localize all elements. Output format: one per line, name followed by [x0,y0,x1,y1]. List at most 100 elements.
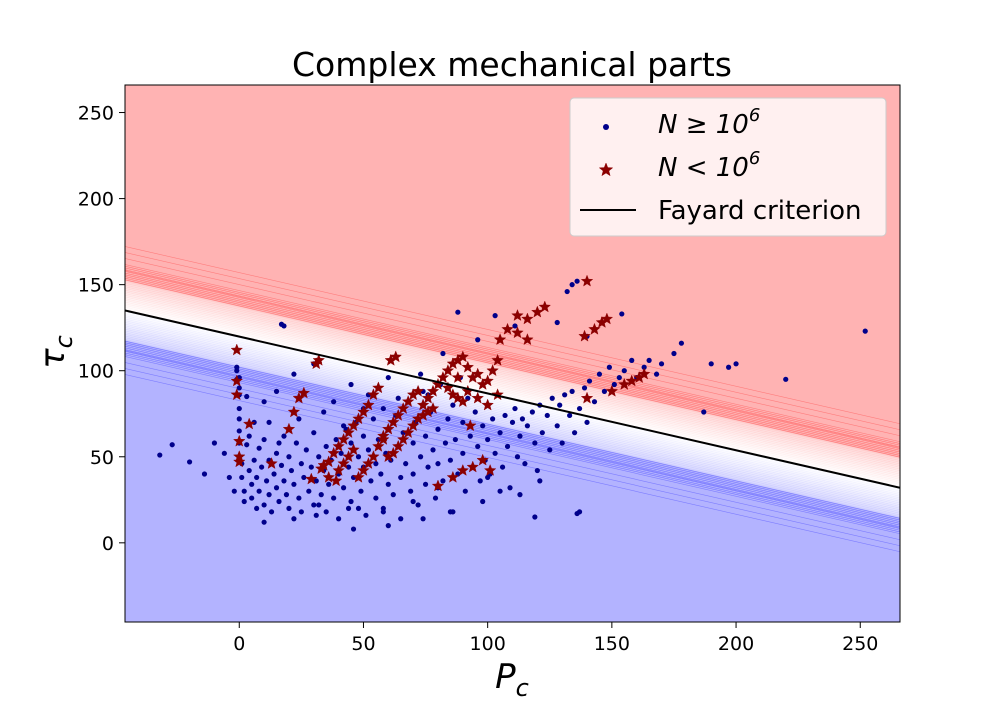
data-point-dot [519,416,526,422]
data-point-dot [263,478,270,484]
data-point-dot [358,488,364,494]
data-point-dot [417,371,424,377]
x-axis-label-main: P [495,657,516,697]
data-point-dot [331,399,337,405]
data-point-star [367,450,380,463]
data-point-dot [340,423,347,429]
data-point-dot [286,505,292,512]
data-point-star [605,384,619,397]
data-point-star [342,426,355,438]
data-point-dot [355,505,362,512]
data-point-dot [365,447,372,453]
data-point-dot [186,459,193,465]
data-point-star [511,326,524,339]
data-point-star [580,391,594,404]
data-point-star [233,434,246,447]
data-point-dot [440,350,446,357]
data-point-star [287,405,301,418]
data-point-star [389,350,402,363]
data-point-dot [584,419,590,425]
y-tick-label: 200 [78,189,114,211]
contour-line-below [125,374,900,553]
data-point-star [322,470,335,483]
data-point-dot [547,447,553,453]
data-point-dot [236,385,242,391]
contour-line-below [125,316,900,496]
data-point-star [476,453,489,466]
data-point-star [297,386,311,399]
data-point-dot [385,523,391,529]
data-point-dot [316,454,322,460]
data-point-dot [616,374,622,381]
data-point-star [441,364,455,377]
contour-line-below [125,345,900,524]
data-point-dot [591,399,598,405]
data-point-star [481,398,494,411]
contour-line-above [125,295,900,476]
data-point-star [588,322,601,335]
contour-line-above [125,274,900,453]
data-point-dot [549,395,555,401]
data-point-dot [254,474,260,481]
data-point-star [625,374,638,387]
data-point-dot [313,478,319,484]
data-point-star [352,412,365,425]
data-point-star [337,457,350,469]
data-point-dot [261,519,267,525]
data-point-dot [266,419,272,425]
data-point-dot [485,436,491,443]
data-point-dot [323,509,329,515]
data-point-dot [291,516,297,522]
data-point-dot [385,374,391,381]
data-point-dot [395,395,401,401]
contour-line-below [125,338,900,518]
data-point-dot [562,392,568,398]
data-point-dot [430,447,436,453]
data-point-star [362,457,375,469]
data-point-dot [244,393,250,400]
data-point-dot [509,419,516,425]
contour-line-above [125,265,900,444]
data-point-star [242,417,256,430]
data-point-dot [475,337,481,343]
data-point-dot [514,454,521,460]
data-point-dot [239,474,245,481]
data-point-dot [296,495,302,501]
contour-line-below [125,352,900,531]
contour-line-above [125,269,900,448]
data-point-dot [442,440,449,446]
data-point-dot [293,440,299,446]
data-point-dot [619,311,625,317]
contour-line-below [125,354,900,533]
data-point-dot [596,371,603,377]
contour-line-above [125,283,900,464]
data-point-dot [236,428,242,434]
data-point-dot [532,440,538,446]
data-point-dot [256,445,262,451]
data-point-star [426,402,440,414]
data-point-dot [316,502,322,508]
data-point-star [451,371,465,383]
contour-line-above [125,280,900,460]
data-point-dot [480,423,486,429]
data-point-dot [485,474,491,481]
data-point-dot [517,492,523,498]
data-point-dot [554,423,560,429]
data-point-dot [629,357,635,363]
contour-line-above [125,246,900,425]
legend-label-star: N < 106 [658,148,760,183]
legend-marker-dot [603,124,609,130]
data-point-dot [408,488,414,494]
data-point-dot [564,288,570,295]
data-point-star [401,395,415,407]
contour-lines [125,246,900,553]
y-axis-label-sub: c [50,335,78,348]
data-point-star [372,381,385,394]
data-point-dot [241,498,247,505]
data-point-star [367,388,380,401]
data-point-dot [733,361,739,367]
legend-label-line: Fayard criterion [658,196,862,226]
data-point-star [387,415,400,428]
data-point-dot [435,461,441,467]
